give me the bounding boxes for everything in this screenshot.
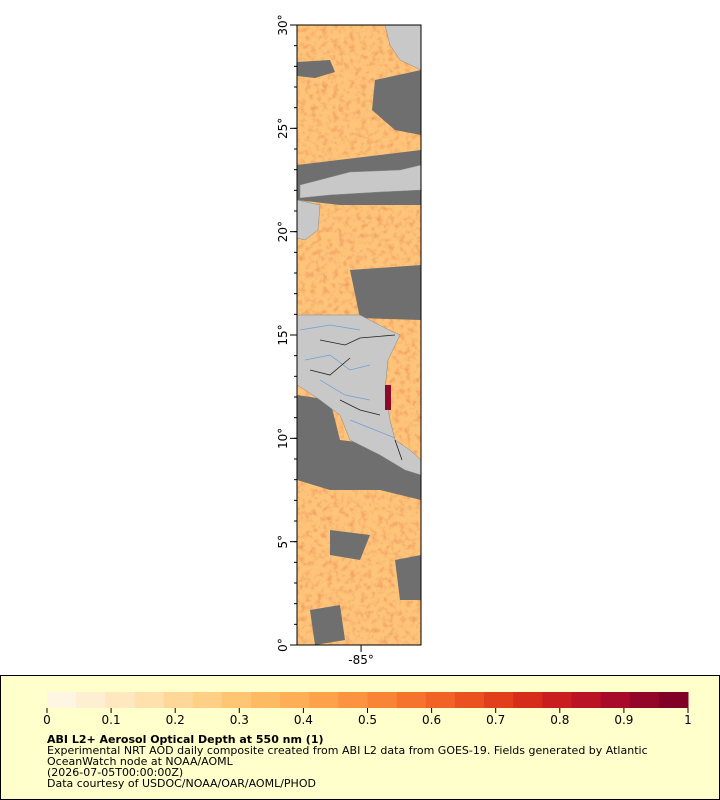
colorbar-tick-label: 0.7 bbox=[486, 713, 505, 727]
colorbar-tick-label: 0.6 bbox=[422, 713, 441, 727]
no-data bbox=[297, 60, 421, 645]
colorbar-tick-label: 0.4 bbox=[294, 713, 313, 727]
colorbar-swatch bbox=[454, 692, 485, 708]
colorbar-swatch bbox=[163, 692, 194, 708]
colorbar-swatch bbox=[571, 692, 602, 708]
colorbar-swatch bbox=[76, 692, 106, 708]
x-tick-label: -85° bbox=[348, 653, 374, 667]
map-image bbox=[297, 25, 421, 645]
colorbar-tick-label: 0.5 bbox=[358, 713, 377, 727]
legend-line: Data courtesy of USDOC/NOAA/OAR/AOML/PHO… bbox=[47, 777, 316, 790]
colorbar-swatch bbox=[192, 692, 223, 708]
colorbar-swatch bbox=[47, 692, 77, 708]
colorbar-swatch bbox=[134, 692, 165, 708]
rivers bbox=[299, 324, 396, 439]
colorbar-tick-label: 0.1 bbox=[102, 713, 121, 727]
y-tick-label: 15° bbox=[276, 324, 290, 345]
colorbar-tick-label: 1 bbox=[684, 713, 692, 727]
colorbar-tick-label: 0.3 bbox=[230, 713, 249, 727]
colorbar-tick-label: 0.2 bbox=[166, 713, 185, 727]
colorbar-swatch bbox=[484, 692, 514, 708]
legend-line: OceanWatch node at NOAA/AOML bbox=[47, 755, 234, 768]
legend-line: Experimental NRT AOD daily composite cre… bbox=[47, 744, 648, 757]
colorbar-tick-label: 0.9 bbox=[614, 713, 633, 727]
y-tick-label: 5° bbox=[276, 535, 290, 549]
colorbar-swatch bbox=[542, 692, 572, 708]
y-tick-label: 0° bbox=[276, 638, 290, 652]
y-tick-label: 25° bbox=[276, 118, 290, 139]
y-tick-label: 10° bbox=[276, 428, 290, 449]
colorbar-swatch bbox=[629, 692, 660, 708]
land bbox=[297, 25, 421, 476]
legend-title: ABI L2+ Aerosol Optical Depth at 550 nm … bbox=[47, 733, 324, 746]
legend-line: (2026-07-05T00:00:00Z) bbox=[47, 766, 183, 779]
colorbar-swatch bbox=[425, 692, 456, 708]
colorbar-swatch bbox=[600, 692, 631, 708]
colorbar-tick-label: 0.8 bbox=[550, 713, 569, 727]
colorbar-swatch bbox=[338, 692, 368, 708]
colorbar-swatch bbox=[367, 692, 398, 708]
colorbar-swatch bbox=[250, 692, 281, 708]
y-tick-label: 30° bbox=[276, 14, 290, 35]
colorbar-tick-label: 0 bbox=[43, 713, 51, 727]
colorbar-swatch bbox=[280, 692, 310, 708]
colorbar-swatch bbox=[396, 692, 427, 708]
colorbar-swatch bbox=[513, 692, 543, 708]
colorbar-swatch bbox=[658, 692, 689, 708]
hotspot bbox=[385, 385, 391, 410]
colorbar-swatch bbox=[221, 692, 252, 708]
borders bbox=[309, 334, 403, 461]
y-tick-label: 20° bbox=[276, 221, 290, 242]
colorbar-swatch bbox=[105, 692, 135, 708]
colorbar-swatch bbox=[309, 692, 339, 708]
